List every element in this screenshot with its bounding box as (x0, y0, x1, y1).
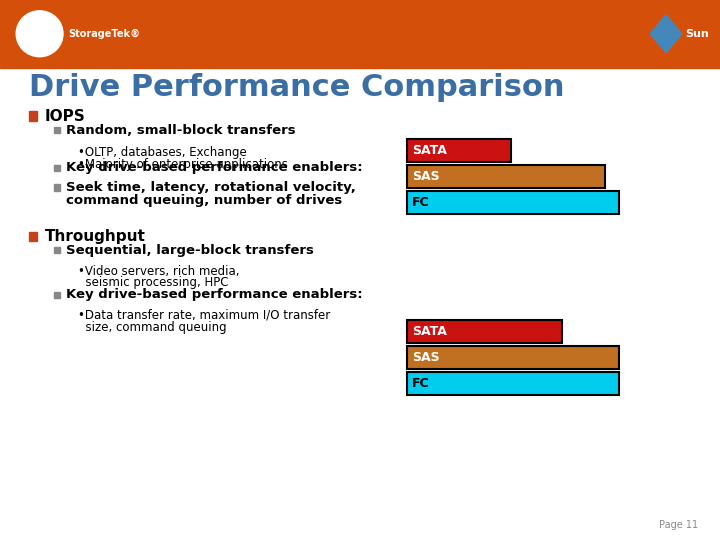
Text: •Video servers, rich media,: •Video servers, rich media, (78, 265, 239, 278)
Text: Page 11: Page 11 (660, 520, 698, 530)
Text: Drive Performance Comparison: Drive Performance Comparison (29, 73, 564, 102)
Text: •Majority of enterprise applications: •Majority of enterprise applications (78, 158, 287, 171)
Bar (54, 292, 60, 298)
Bar (0, 0, 720, 68)
Text: SATA: SATA (412, 144, 446, 157)
Text: •OLTP, databases, Exchange: •OLTP, databases, Exchange (78, 146, 246, 159)
Bar (29, 232, 37, 241)
Text: StorageTek®: StorageTek® (68, 29, 140, 39)
Text: Seek time, latency, rotational velocity,: Seek time, latency, rotational velocity, (66, 181, 356, 194)
Bar (54, 127, 60, 133)
Bar (54, 247, 60, 253)
Ellipse shape (16, 11, 63, 57)
FancyBboxPatch shape (407, 139, 511, 162)
Text: Random, small-block transfers: Random, small-block transfers (66, 124, 296, 137)
FancyBboxPatch shape (407, 372, 619, 395)
Text: FC: FC (412, 196, 429, 209)
Text: SAS: SAS (412, 351, 439, 364)
Text: size, command queuing: size, command queuing (78, 321, 226, 334)
Bar (54, 184, 60, 191)
FancyBboxPatch shape (407, 320, 562, 343)
Text: Sun: Sun (685, 29, 709, 39)
Text: Throughput: Throughput (45, 229, 145, 244)
Text: SAS: SAS (412, 170, 439, 183)
Bar (54, 165, 60, 171)
Text: Key drive-based performance enablers:: Key drive-based performance enablers: (66, 288, 363, 301)
Text: Key drive-based performance enablers:: Key drive-based performance enablers: (66, 161, 363, 174)
Text: Sequential, large-block transfers: Sequential, large-block transfers (66, 244, 314, 256)
FancyBboxPatch shape (407, 165, 605, 188)
FancyBboxPatch shape (407, 346, 619, 369)
Text: command queuing, number of drives: command queuing, number of drives (66, 194, 343, 207)
Text: FC: FC (412, 377, 429, 390)
Text: seismic processing, HPC: seismic processing, HPC (78, 276, 228, 289)
Text: SATA: SATA (412, 325, 446, 338)
Polygon shape (650, 15, 682, 53)
Bar (29, 111, 37, 121)
FancyBboxPatch shape (407, 191, 619, 214)
Text: IOPS: IOPS (45, 109, 86, 124)
Text: •Data transfer rate, maximum I/O transfer: •Data transfer rate, maximum I/O transfe… (78, 309, 330, 322)
